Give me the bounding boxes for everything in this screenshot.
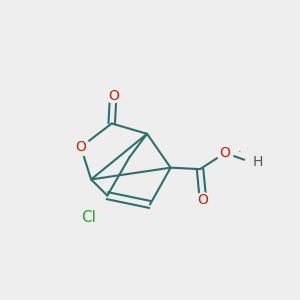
Text: O: O	[198, 193, 208, 207]
Text: Cl: Cl	[81, 210, 96, 225]
Circle shape	[77, 206, 99, 229]
Text: O: O	[108, 88, 118, 103]
Text: O: O	[220, 146, 230, 160]
Circle shape	[196, 193, 210, 207]
Circle shape	[217, 145, 233, 161]
Circle shape	[106, 88, 121, 103]
Text: ·: ·	[237, 147, 241, 158]
Circle shape	[245, 156, 258, 169]
Text: O: O	[75, 140, 86, 154]
Circle shape	[72, 138, 90, 156]
Text: H: H	[253, 155, 263, 170]
